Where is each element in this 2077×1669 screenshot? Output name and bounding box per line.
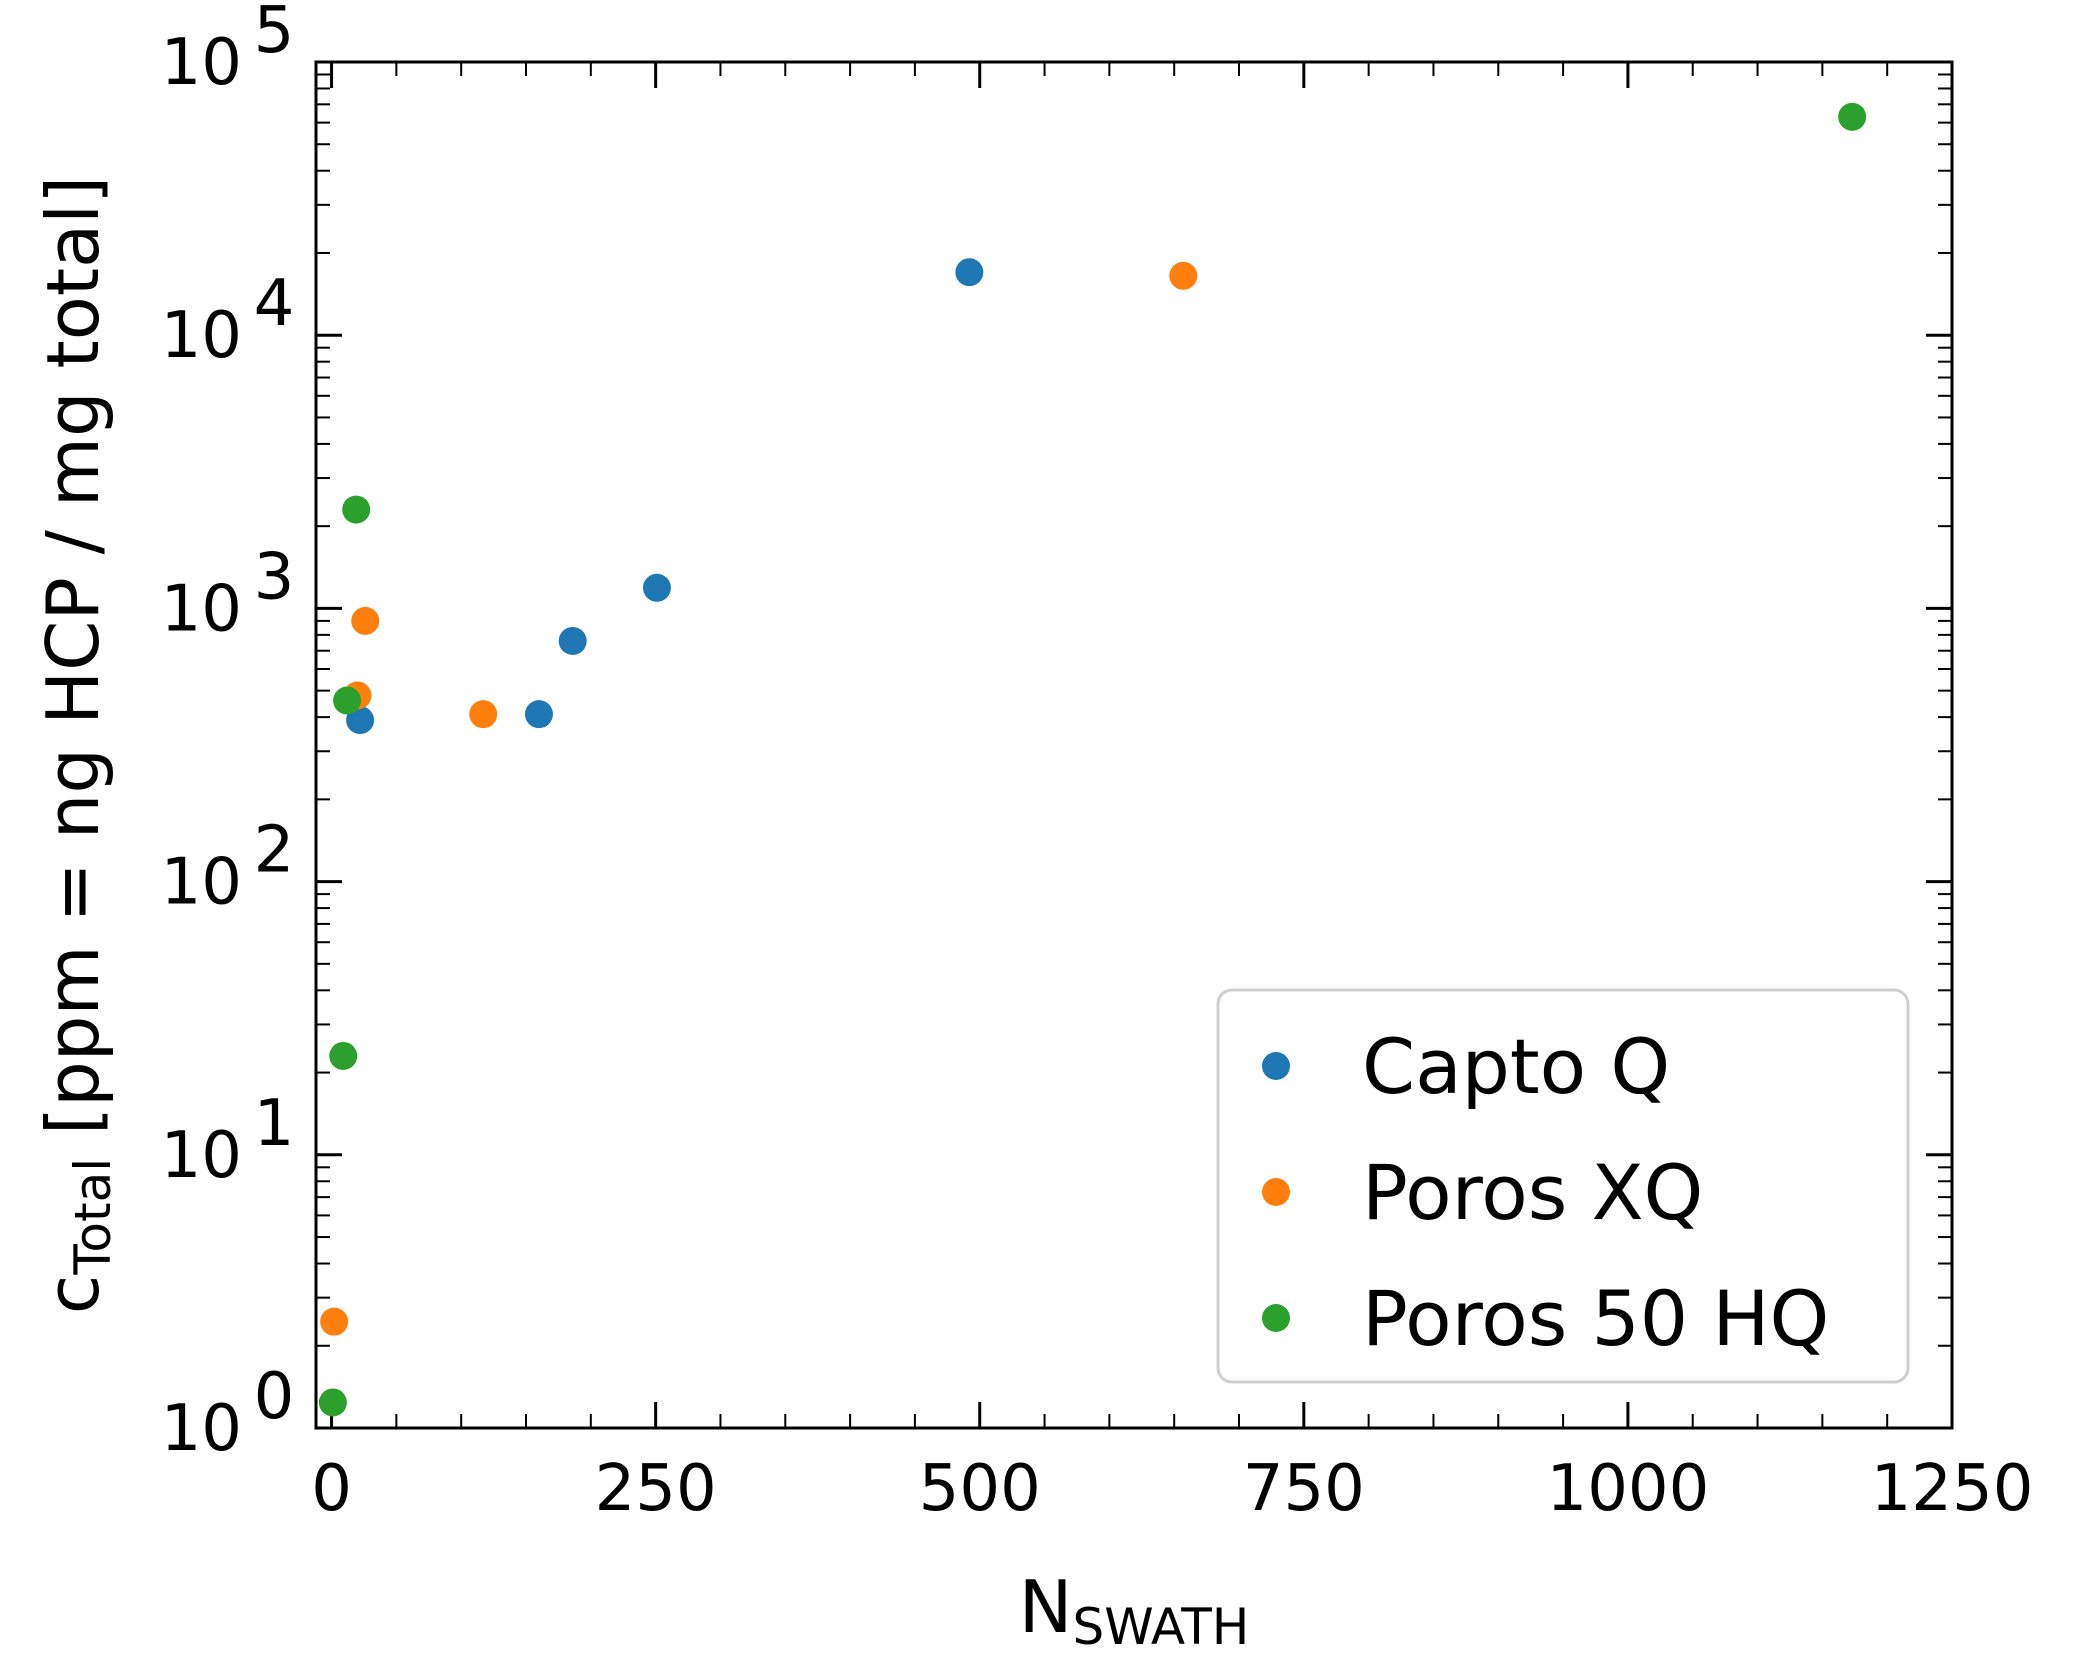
y-axis-label-subscript: Total xyxy=(64,1158,122,1276)
y-tick-label: 10 xyxy=(161,1119,242,1193)
x-tick-label: 500 xyxy=(919,1452,1041,1526)
x-tick-label: 250 xyxy=(595,1452,717,1526)
data-point-series-2 xyxy=(318,1388,347,1417)
y-axis-label-rest: [ppm = ng HCP / mg total] xyxy=(31,176,115,1158)
y-tick-exponent: 5 xyxy=(254,0,295,68)
data-point-series-0 xyxy=(524,700,553,729)
data-point-series-1 xyxy=(469,700,498,729)
data-point-series-0 xyxy=(642,573,671,602)
x-tick-label: 0 xyxy=(311,1452,352,1526)
y-axis-label: cTotal [ppm = ng HCP / mg total] xyxy=(31,176,122,1315)
y-tick-exponent: 2 xyxy=(254,814,295,888)
legend-box xyxy=(1216,988,1910,1384)
data-point-series-2 xyxy=(329,1041,358,1070)
y-tick-label: 10 xyxy=(161,26,242,100)
data-points xyxy=(318,102,1867,1417)
y-tick-exponent: 3 xyxy=(254,540,295,614)
y-tick-exponent: 1 xyxy=(254,1087,295,1161)
data-point-series-2 xyxy=(342,495,371,524)
x-tick-label: 750 xyxy=(1243,1452,1365,1526)
x-axis-label-subscript: SWATH xyxy=(1072,1598,1249,1656)
y-tick-label: 10 xyxy=(161,572,242,646)
data-point-series-2 xyxy=(1838,102,1867,131)
legend-marker xyxy=(1262,1178,1290,1206)
data-point-series-0 xyxy=(955,258,984,287)
legend-marker xyxy=(1262,1304,1290,1332)
data-point-series-1 xyxy=(1169,261,1198,290)
x-tick-label: 1250 xyxy=(1871,1452,2034,1526)
x-tick-label: 1000 xyxy=(1546,1452,1709,1526)
y-tick-exponent: 4 xyxy=(254,267,295,341)
y-tick-label: 10 xyxy=(161,299,242,373)
plot-frame xyxy=(314,60,1954,1430)
data-point-series-2 xyxy=(333,686,362,715)
legend-marker xyxy=(1262,1052,1290,1080)
legend: Capto Q Poros XQ Poros 50 HQ xyxy=(1216,988,1910,1384)
data-point-series-1 xyxy=(351,606,380,635)
y-tick-label: 10 xyxy=(161,1392,242,1466)
legend-label: Poros 50 HQ xyxy=(1362,1274,1829,1363)
data-point-series-0 xyxy=(558,626,587,655)
legend-label: Poros XQ xyxy=(1362,1148,1703,1237)
y-axis-label-main: c xyxy=(31,1275,115,1315)
x-axis-label: NSWATH xyxy=(1019,1565,1250,1656)
y-tick-exponent: 0 xyxy=(254,1360,295,1434)
x-axis-label-main: N xyxy=(1019,1565,1073,1649)
legend-label: Capto Q xyxy=(1362,1022,1670,1111)
y-tick-label: 10 xyxy=(161,846,242,920)
data-point-series-1 xyxy=(320,1307,349,1336)
